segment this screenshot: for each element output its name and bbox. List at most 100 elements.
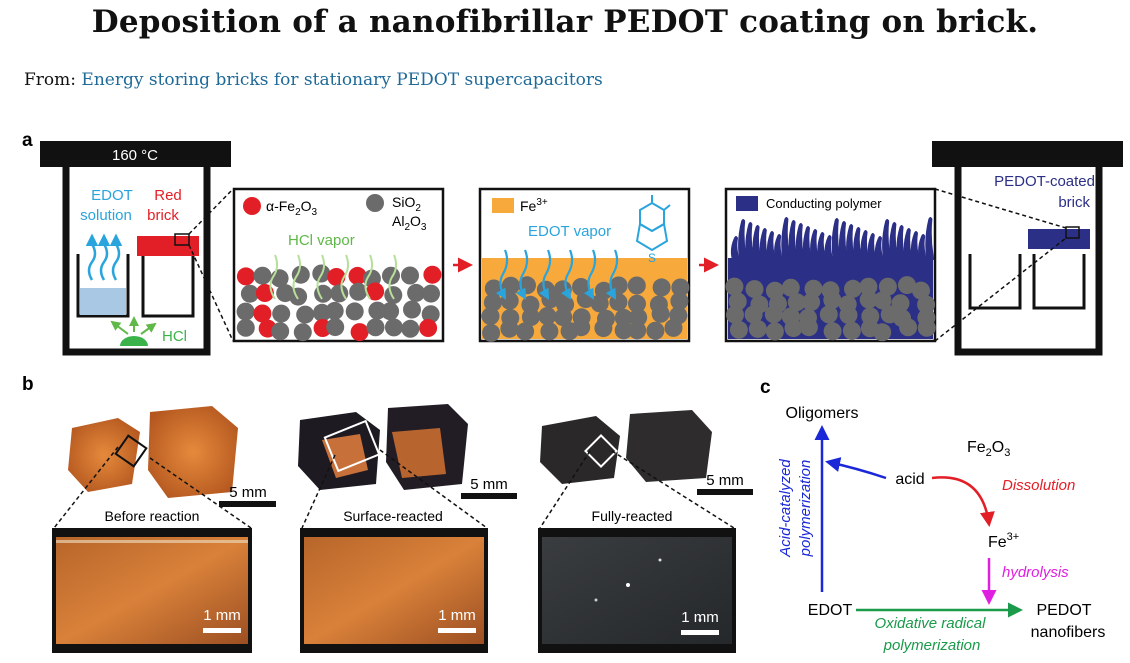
particle [839,306,858,325]
particle [345,302,364,321]
acid: acid [895,471,924,488]
fe2o3-legend-dot [243,197,261,215]
particle [366,282,385,301]
nanofibers-node: nanofibers [1031,624,1106,641]
state-fully: Fully-reacted [592,508,673,524]
reaction-arrows [814,425,1023,618]
particle [651,304,670,323]
particle [350,323,369,342]
nanofiber [738,219,748,260]
from-line: From: Energy storing bricks for stationa… [24,70,603,90]
particle [898,276,916,295]
particle [787,293,806,312]
nanofiber [903,228,913,260]
particle [296,305,315,324]
particle [646,321,665,340]
particle [628,321,647,340]
particle [784,319,803,338]
particle [609,293,628,312]
particle [382,266,400,285]
edot-node: EDOT [808,602,853,619]
nanofiber [889,222,899,260]
particle [781,278,800,297]
particle [403,300,421,319]
particle [614,321,633,340]
particle [823,322,842,341]
nanofiber [918,234,928,260]
polymer-legend-swatch [736,196,758,211]
nanofiber [752,225,762,260]
nanofiber [810,229,820,260]
box-hcl-vapor: α-Fe2O3 SiO2 Al2O3 HCl vapor [232,187,445,343]
particle [745,280,764,299]
conducting-polymer-legend: Conducting polymer [766,196,882,211]
particle [330,284,349,303]
particle [327,268,346,286]
particle [652,278,671,297]
oxidative-radical: Oxidative radical [875,615,987,632]
article-link[interactable]: Energy storing bricks for stationary PED… [81,70,603,90]
acid-catalyzed: Acid-catalyzed [777,459,794,558]
particle [748,319,767,338]
particle [419,319,438,337]
particle [384,286,403,305]
nanofiber [781,217,791,260]
particle [844,279,862,298]
particle [236,267,255,286]
particle [744,305,763,324]
dissolution: Dissolution [1002,477,1075,494]
figure-title: Deposition of a nanofibrillar PEDOT coat… [91,4,1039,40]
particle [401,266,419,285]
edot-vapor-arrows [495,249,619,300]
particle [878,277,897,296]
particle [422,284,440,303]
particle [236,318,255,337]
sio2-legend-dot [366,194,384,212]
scale-bars-5mm: 5 mm 5 mm 5 mm [219,472,753,507]
oven-temp: 160 °C [112,147,158,164]
particle [500,319,519,338]
scale-5mm-2: 5 mm [470,476,508,493]
particle [799,318,818,337]
red-brick-block [137,236,199,256]
particle [253,304,272,323]
particle [540,322,559,341]
nanofiber [896,225,906,260]
nanofiber [846,224,856,260]
nanofiber [910,231,920,260]
particle [627,276,646,295]
oven-left: 160 °C EDOT solution Red brick HCl [40,141,234,356]
brick-before [68,406,238,498]
edot-solution-line2: solution [80,207,132,224]
edot-vapor-label: EDOT vapor [528,223,611,240]
al2o3-legend: Al2O3 [392,213,427,233]
scale-1mm-3: 1 mm [681,609,719,626]
particle [326,318,345,337]
nanofiber [860,230,870,260]
panel-a-label: a [22,130,33,151]
scale-1mm-1: 1 mm [203,607,241,624]
scale-5mm-1: 5 mm [229,484,267,501]
nanofiber [802,226,812,260]
thiophene-s: S [648,251,656,265]
brick-fully [540,410,712,484]
edot-molecule [635,195,671,252]
box-conducting-polymer: Conducting polymer [724,187,937,343]
oven-right: PEDOT-coated brick [932,141,1123,356]
particle [917,318,936,337]
panel-b-label: b [22,374,34,395]
particle [521,308,540,326]
nanofiber [831,218,841,260]
particle-bed-3 [725,276,936,342]
particle [293,323,312,342]
nanofiber [838,221,848,260]
particle [289,287,308,306]
particle [255,284,274,302]
particle [384,318,403,337]
particle [726,305,744,324]
panel-c-label: c [760,377,771,398]
state-surface: Surface-reacted [343,508,443,524]
particle-bed-1 [236,264,442,342]
particle [859,277,878,296]
nanofiber [925,217,935,260]
